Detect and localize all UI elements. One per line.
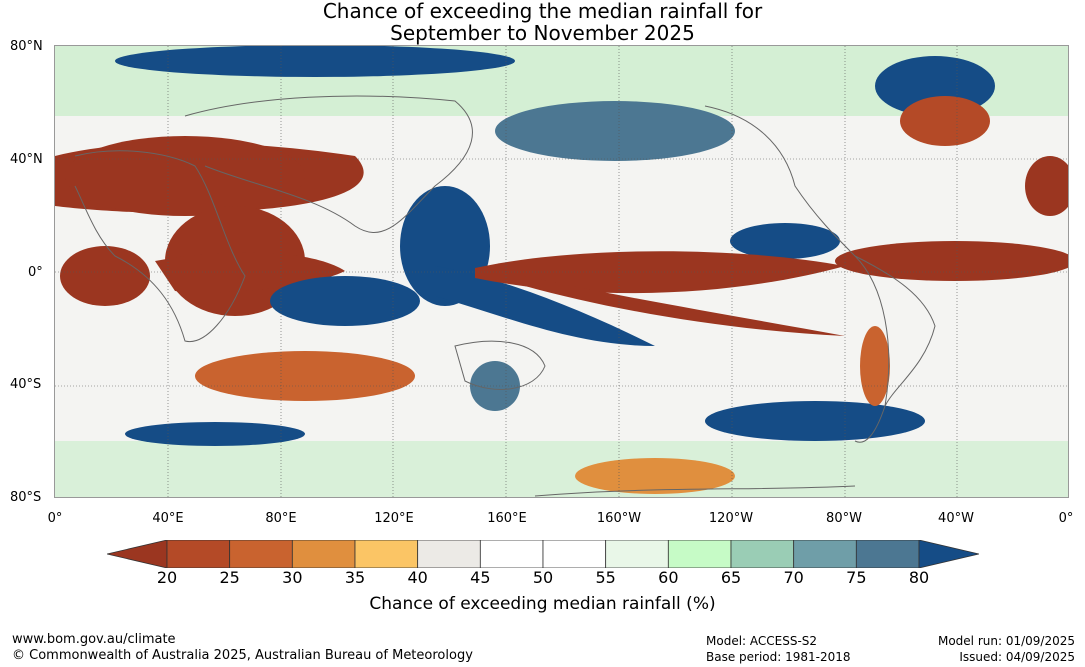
lat-label-80s: 80°S: [10, 490, 42, 505]
antarctic-dry-region: [575, 458, 735, 494]
lat-label-80n: 80°N: [10, 39, 43, 54]
colorbar-tick-30: 30: [282, 568, 303, 587]
map-svg: [55, 46, 1068, 497]
north-atlantic-dry-region: [900, 96, 990, 146]
lat-label-0: 0°: [28, 265, 43, 280]
colorbar-tick-65: 65: [720, 568, 742, 587]
southern-ocean-wet-band-2: [705, 401, 925, 441]
lon-label-160w: 160°W: [596, 511, 642, 526]
colorbar-segment-30-35: [291, 540, 356, 568]
colorbar-tick-55: 55: [595, 568, 616, 587]
southern-ocean-wet-band-1: [125, 422, 305, 446]
west-africa-dry-region: [60, 246, 150, 306]
atlantic-equatorial-dry-region: [835, 241, 1068, 281]
colorbar-segment-25-30: [229, 540, 293, 568]
colorbar-tick-45: 45: [470, 568, 491, 587]
lon-label-80w: 80°W: [826, 511, 862, 526]
east-pacific-wet-region: [730, 223, 840, 259]
colorbar-segment-20-25: [166, 540, 231, 568]
footer-base-period: Base period: 1981-2018: [706, 650, 851, 664]
lon-label-160e: 160°E: [487, 511, 527, 526]
tasman-wet-region: [470, 361, 520, 411]
colorbar-tick-75: 75: [846, 568, 867, 587]
lon-label-80e: 80°E: [265, 511, 297, 526]
sahara-dry-core: [65, 136, 305, 216]
footer-copyright: © Commonwealth of Australia 2025, Austra…: [12, 648, 473, 663]
colorbar-tick-80: 80: [908, 568, 930, 587]
lon-label-120e: 120°E: [374, 511, 414, 526]
colorbar-tick-60: 60: [658, 568, 679, 587]
colorbar-tick-40: 40: [407, 568, 428, 587]
south-indian-ocean-dry-region: [195, 351, 415, 401]
colorbar-tick-70: 70: [783, 568, 804, 587]
colorbar-tick-20: 20: [156, 568, 178, 587]
colorbar-segment-65-70: [730, 540, 795, 568]
arctic-wet-region: [115, 46, 515, 77]
colorbar-segment-40-45: [417, 540, 481, 568]
pacific-equatorial-dry-band: [475, 251, 845, 294]
colorbar-label: Chance of exceeding median rainfall (%): [369, 594, 716, 614]
footer-model: Model: ACCESS-S2: [706, 634, 818, 648]
graticule: [55, 46, 1068, 497]
north-pacific-wet-region: [495, 101, 735, 161]
lat-label-40s: 40°S: [10, 377, 42, 392]
lon-label-120w: 120°W: [708, 511, 754, 526]
footer-issued: Issued: 04/09/2025: [959, 650, 1075, 664]
lon-label-0: 0°: [47, 511, 63, 526]
colorbar-segments: [107, 540, 979, 568]
rainfall-probability-map: [54, 45, 1069, 498]
colorbar-segment-50-55: [542, 540, 607, 568]
coastlines: [74, 95, 936, 497]
footer-model-run: Model run: 01/09/2025: [937, 634, 1075, 648]
colorbar-segment-60-65: [667, 540, 732, 568]
lon-label-0-east: 0°: [1058, 511, 1074, 526]
south-polar-band: [55, 441, 1068, 497]
colorbar-extend-high: [918, 540, 979, 568]
colorbar-tick-35: 35: [344, 568, 366, 587]
iberia-dry-region: [1025, 156, 1068, 216]
colorbar-tick-25: 25: [219, 568, 240, 587]
colorbar-extend-low: [107, 540, 168, 568]
lat-label-40n: 40°N: [10, 152, 43, 167]
colorbar-tick-50: 50: [532, 568, 554, 587]
colorbar: [107, 540, 979, 568]
south-america-dry-region: [860, 326, 890, 406]
colorbar-segment-55-60: [605, 540, 669, 568]
south-pacific-wet-band: [435, 266, 655, 346]
chart-title-line-1: Chance of exceeding the median rainfall …: [322, 0, 763, 23]
footer-url: www.bom.gov.au/climate: [12, 632, 176, 647]
colorbar-segment-70-75: [793, 540, 857, 568]
lon-label-40e: 40°E: [152, 511, 184, 526]
east-indian-ocean-wet-region: [270, 276, 420, 326]
chart-title-line-2: September to November 2025: [390, 21, 695, 45]
colorbar-segment-45-50: [479, 540, 544, 568]
colorbar-segment-75-80: [855, 540, 920, 568]
lon-label-40w: 40°W: [938, 511, 974, 526]
colorbar-segment-35-40: [354, 540, 419, 568]
